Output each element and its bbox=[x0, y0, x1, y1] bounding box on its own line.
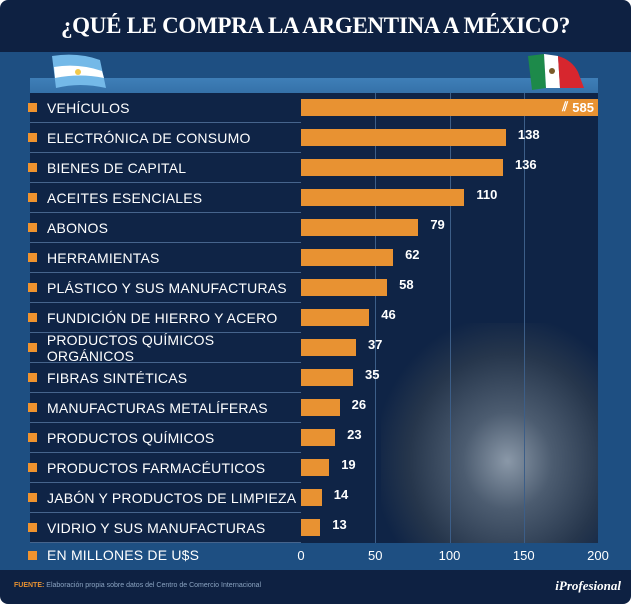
mexico-flag-icon bbox=[528, 54, 584, 90]
data-label: 585 bbox=[572, 100, 594, 115]
category-label: ABONOS bbox=[47, 219, 109, 236]
category-label: FIBRAS SINTÉTICAS bbox=[47, 369, 188, 386]
car-factory-photo bbox=[381, 323, 598, 543]
bullet-icon bbox=[28, 193, 37, 202]
data-label: 13 bbox=[332, 517, 347, 532]
data-label: 136 bbox=[514, 157, 537, 172]
bullet-icon bbox=[28, 343, 37, 352]
category-label: HERRAMIENTAS bbox=[47, 249, 160, 266]
gridline bbox=[523, 93, 525, 543]
category-row: BIENES DE CAPITAL bbox=[28, 153, 301, 183]
bar bbox=[301, 519, 321, 536]
data-label: 110 bbox=[476, 187, 498, 202]
source-text: Elaboración propia sobre datos del Centr… bbox=[46, 582, 262, 589]
data-label: 37 bbox=[367, 337, 383, 352]
bar bbox=[301, 189, 465, 206]
bullet-icon bbox=[28, 373, 37, 382]
category-labels: VEHÍCULOS ELECTRÓNICA DE CONSUMO BIENES DE… bbox=[28, 93, 301, 543]
bullet-icon bbox=[28, 403, 37, 412]
data-label: 79 bbox=[430, 217, 445, 232]
category-label: VIDRIO Y SUS MANUFACTURAS bbox=[47, 519, 266, 536]
category-label: PRODUCTOS QUÍMICOS bbox=[47, 429, 215, 446]
bar bbox=[301, 159, 503, 176]
category-label: PRODUCTOS QUÍMICOS ORGÁNICOS bbox=[46, 331, 215, 364]
category-label: MANUFACTURAS METALÍFERAS bbox=[47, 399, 268, 416]
category-row: PRODUCTOS QUÍMICOS ORGÁNICOS bbox=[28, 331, 301, 364]
bar bbox=[301, 249, 394, 266]
category-row: PLÁSTICO Y SUS MANUFACTURAS bbox=[28, 273, 301, 303]
category-row: PRODUCTOS QUÍMICOS bbox=[28, 423, 301, 453]
data-label: 26 bbox=[351, 397, 367, 412]
category-row: FIBRAS SINTÉTICAS bbox=[28, 363, 301, 393]
bullet-icon bbox=[28, 283, 37, 292]
bullet-icon bbox=[28, 103, 37, 112]
gridline bbox=[375, 93, 377, 543]
brand-logo: iProfesional bbox=[555, 578, 621, 593]
bar bbox=[301, 369, 353, 386]
bar bbox=[301, 489, 322, 506]
data-label: 35 bbox=[364, 367, 380, 382]
x-tick-label: 200 bbox=[587, 548, 609, 563]
category-row: FUNDICIÓN DE HIERRO Y ACERO bbox=[28, 303, 301, 333]
bullet-icon bbox=[28, 253, 37, 262]
category-row: VEHÍCULOS bbox=[28, 93, 301, 123]
bar bbox=[301, 279, 388, 296]
data-label: 46 bbox=[381, 307, 396, 322]
bullet-icon bbox=[28, 433, 37, 442]
bullet-icon bbox=[28, 163, 37, 172]
argentina-flag-icon bbox=[52, 54, 106, 88]
category-row: VIDRIO Y SUS MANUFACTURAS bbox=[28, 513, 301, 543]
bullet-icon bbox=[28, 313, 37, 322]
x-tick-label: 50 bbox=[368, 548, 383, 563]
source-label: FUENTE: bbox=[14, 582, 45, 589]
bar bbox=[301, 99, 598, 116]
bar bbox=[301, 219, 419, 236]
data-label: 62 bbox=[405, 247, 420, 262]
x-axis-label: EN MILLONES DE U$S bbox=[47, 547, 200, 563]
bullet-icon bbox=[28, 523, 37, 532]
bar bbox=[301, 129, 506, 146]
data-label: 19 bbox=[341, 457, 356, 472]
category-row: JABÓN Y PRODUCTOS DE LIMPIEZA bbox=[28, 483, 301, 513]
unit-legend: EN MILLONES DE U$S bbox=[28, 547, 199, 563]
category-label: PLÁSTICO Y SUS MANUFACTURAS bbox=[47, 279, 287, 296]
category-row: ELECTRÓNICA DE CONSUMO bbox=[28, 123, 301, 153]
category-row: ACEITES ESENCIALES bbox=[28, 183, 301, 213]
bullet-icon bbox=[28, 133, 37, 142]
axis-break-icon: ⫽ bbox=[562, 99, 568, 114]
category-label: ELECTRÓNICA DE CONSUMO bbox=[47, 129, 251, 146]
x-tick-label: 100 bbox=[438, 548, 461, 563]
data-label: 138 bbox=[517, 127, 540, 142]
category-row: MANUFACTURAS METALÍFERAS bbox=[28, 393, 301, 423]
bullet-icon bbox=[28, 463, 37, 472]
category-row: PRODUCTOS FARMACÉUTICOS bbox=[28, 453, 301, 483]
gridline bbox=[449, 93, 451, 543]
bullet-icon bbox=[28, 493, 37, 502]
category-label: ACEITES ESENCIALES bbox=[47, 189, 203, 206]
bullet-icon bbox=[28, 223, 37, 232]
bar bbox=[301, 309, 370, 326]
data-label: 58 bbox=[399, 277, 414, 292]
category-label: FUNDICIÓN DE HIERRO Y ACERO bbox=[47, 309, 278, 326]
category-row: HERRAMIENTAS bbox=[28, 243, 301, 273]
plot-area: ⫽ 585 138 136 110 79 62 58 46 37 35 26 23 19 14 13 bbox=[301, 93, 598, 543]
category-label: VEHÍCULOS bbox=[47, 99, 130, 116]
source-note: FUENTE: Elaboración propia sobre datos d… bbox=[14, 582, 261, 589]
bar bbox=[301, 429, 336, 446]
x-tick-label: 0 bbox=[297, 548, 305, 563]
category-row: ABONOS bbox=[28, 213, 301, 243]
data-label: 23 bbox=[347, 427, 362, 442]
bar bbox=[301, 399, 340, 416]
category-label: PRODUCTOS FARMACÉUTICOS bbox=[47, 459, 266, 476]
chart-title: ¿QUÉ LE COMPRA LA ARGENTINA A MÉXICO? bbox=[60, 13, 571, 38]
bar bbox=[301, 459, 330, 476]
data-label: 14 bbox=[333, 487, 349, 502]
category-label: JABÓN Y PRODUCTOS DE LIMPIEZA bbox=[47, 489, 297, 506]
bar bbox=[301, 339, 356, 356]
legend-bullet-icon bbox=[28, 550, 37, 560]
x-tick-label: 150 bbox=[512, 548, 535, 563]
category-label: BIENES DE CAPITAL bbox=[47, 159, 187, 176]
